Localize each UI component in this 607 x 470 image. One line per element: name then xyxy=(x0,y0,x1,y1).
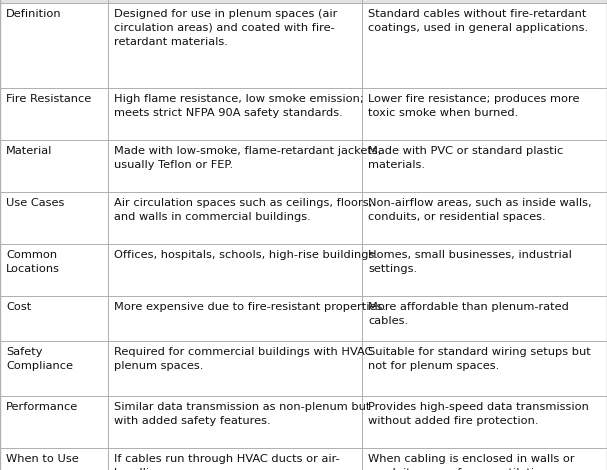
Bar xyxy=(362,296,607,341)
Text: Provides high-speed data transmission
without added fire protection.: Provides high-speed data transmission wi… xyxy=(368,402,589,426)
Text: Lower fire resistance; produces more
toxic smoke when burned.: Lower fire resistance; produces more tox… xyxy=(368,94,580,118)
Bar xyxy=(362,244,607,296)
Bar xyxy=(0,192,108,244)
Bar xyxy=(108,396,362,448)
Text: Air circulation spaces such as ceilings, floors,
and walls in commercial buildin: Air circulation spaces such as ceilings,… xyxy=(114,198,372,222)
Text: Use Cases: Use Cases xyxy=(6,198,64,208)
Bar xyxy=(108,448,362,470)
Text: Definition: Definition xyxy=(6,9,62,19)
Text: Similar data transmission as non-plenum but
with added safety features.: Similar data transmission as non-plenum … xyxy=(114,402,370,426)
Bar xyxy=(0,0,108,3)
Text: Fire Resistance: Fire Resistance xyxy=(6,94,91,104)
Text: Designed for use in plenum spaces (air
circulation areas) and coated with fire-
: Designed for use in plenum spaces (air c… xyxy=(114,9,337,47)
Bar xyxy=(362,88,607,140)
Bar xyxy=(108,341,362,396)
Bar xyxy=(108,3,362,88)
Text: Homes, small businesses, industrial
settings.: Homes, small businesses, industrial sett… xyxy=(368,250,572,274)
Bar xyxy=(362,192,607,244)
Bar xyxy=(0,88,108,140)
Bar xyxy=(362,0,607,3)
Bar xyxy=(108,88,362,140)
Text: Material: Material xyxy=(6,146,52,156)
Text: Required for commercial buildings with HVAC
plenum spaces.: Required for commercial buildings with H… xyxy=(114,347,372,371)
Text: More affordable than plenum-rated
cables.: More affordable than plenum-rated cables… xyxy=(368,302,569,326)
Text: When to Use: When to Use xyxy=(6,454,79,464)
Text: Performance: Performance xyxy=(6,402,78,412)
Text: Offices, hospitals, schools, high-rise buildings.: Offices, hospitals, schools, high-rise b… xyxy=(114,250,378,260)
Text: Cost: Cost xyxy=(6,302,31,312)
Text: Made with PVC or standard plastic
materials.: Made with PVC or standard plastic materi… xyxy=(368,146,563,170)
Bar xyxy=(108,140,362,192)
Bar xyxy=(362,3,607,88)
Text: High flame resistance, low smoke emission;
meets strict NFPA 90A safety standard: High flame resistance, low smoke emissio… xyxy=(114,94,364,118)
Text: Common
Locations: Common Locations xyxy=(6,250,60,274)
Bar xyxy=(362,140,607,192)
Text: Non-airflow areas, such as inside walls,
conduits, or residential spaces.: Non-airflow areas, such as inside walls,… xyxy=(368,198,592,222)
Bar xyxy=(0,448,108,470)
Bar xyxy=(362,396,607,448)
Text: More expensive due to fire-resistant properties.: More expensive due to fire-resistant pro… xyxy=(114,302,386,312)
Bar xyxy=(0,341,108,396)
Bar xyxy=(0,396,108,448)
Bar xyxy=(0,3,108,88)
Text: Standard cables without fire-retardant
coatings, used in general applications.: Standard cables without fire-retardant c… xyxy=(368,9,588,33)
Text: If cables run through HVAC ducts or air-
handling spaces.: If cables run through HVAC ducts or air-… xyxy=(114,454,340,470)
Bar xyxy=(362,448,607,470)
Bar xyxy=(362,341,607,396)
Bar xyxy=(108,192,362,244)
Bar xyxy=(0,296,108,341)
Text: Made with low-smoke, flame-retardant jackets,
usually Teflon or FEP.: Made with low-smoke, flame-retardant jac… xyxy=(114,146,381,170)
Bar xyxy=(0,140,108,192)
Text: When cabling is enclosed in walls or
conduits, away from ventilation.: When cabling is enclosed in walls or con… xyxy=(368,454,575,470)
Text: Safety
Compliance: Safety Compliance xyxy=(6,347,73,371)
Bar xyxy=(108,244,362,296)
Text: Suitable for standard wiring setups but
not for plenum spaces.: Suitable for standard wiring setups but … xyxy=(368,347,591,371)
Bar xyxy=(108,0,362,3)
Bar xyxy=(108,296,362,341)
Bar xyxy=(0,244,108,296)
